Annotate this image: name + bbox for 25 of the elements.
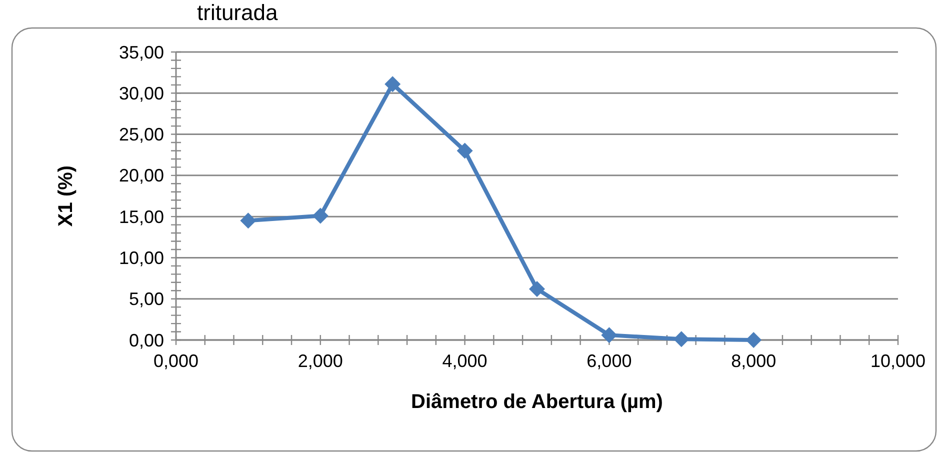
x-tick-label: 8,000 [731,351,776,371]
point [673,331,690,348]
point [601,327,618,344]
y-tick-label: 10,00 [118,248,164,268]
point [529,280,545,297]
point [384,76,401,92]
point [456,142,473,159]
point [240,212,256,229]
y-tick-label: 30,00 [118,83,164,104]
y-tick-label: 25,00 [118,124,164,145]
y-tick-label: 35,00 [118,42,164,62]
x-axis-title: Diâmetro de Abertura (µm) [411,391,663,413]
x-tick-label: 6,000 [586,351,632,371]
x-tick-label: 2,000 [298,351,343,371]
y-axis-title: X1 (%) [55,165,77,227]
point [746,332,762,348]
x-tick-label: 4,000 [442,351,488,371]
x-tick-label: 0,000 [153,351,199,371]
point [312,208,328,224]
y-tick-label: 15,00 [118,206,164,227]
chart-title: triturada [197,0,278,25]
y-tick-label: 0,00 [128,330,164,350]
x-tick-label: 10,000 [870,351,926,371]
y-tick-label: 5,00 [128,289,164,310]
y-tick-label: 20,00 [118,166,164,186]
